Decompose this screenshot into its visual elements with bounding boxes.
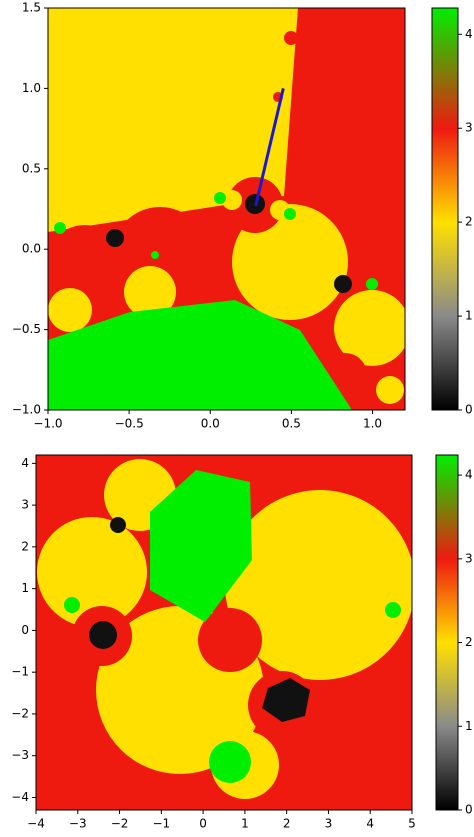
- colorbar-tick-label: 1: [465, 309, 473, 323]
- y-tick-label: 1.0: [22, 81, 41, 95]
- y-tick-label: −2: [11, 706, 29, 720]
- y-tick-label: 1.5: [22, 1, 41, 15]
- fractal-image: [36, 455, 412, 810]
- colorbar-tick-label: 0: [465, 803, 473, 817]
- x-tick-label: 0: [199, 817, 207, 831]
- x-tick-label: 1.0: [363, 417, 382, 431]
- x-tick-label: 0.5: [282, 417, 301, 431]
- y-tick-label: 3: [21, 498, 29, 512]
- x-tick-label: −3: [69, 817, 87, 831]
- colorbar-tick-label: 1: [465, 719, 473, 733]
- colorbar-tick-label: 3: [465, 551, 473, 565]
- colorbar-tick-label: 4: [465, 468, 473, 482]
- x-tick-label: −1: [152, 817, 170, 831]
- x-tick-label: −0.5: [115, 417, 144, 431]
- y-tick-label: 0.5: [22, 161, 41, 175]
- colorbar-tick-label: 4: [465, 27, 473, 41]
- overlay-line: [254, 88, 285, 207]
- x-tick-label: 2: [283, 817, 291, 831]
- y-tick-label: −4: [11, 790, 29, 804]
- colorbar: [431, 7, 459, 411]
- colorbar: [435, 454, 459, 811]
- x-tick-label: −4: [27, 817, 45, 831]
- colorbar-tick-label: 2: [465, 215, 473, 229]
- y-tick-label: 0: [21, 623, 29, 637]
- y-tick-label: −3: [11, 748, 29, 762]
- y-tick-label: −0.5: [12, 322, 41, 336]
- colorbar-tick-label: 0: [465, 403, 473, 417]
- y-tick-label: −1: [11, 665, 29, 679]
- y-tick-label: −1.0: [12, 403, 41, 417]
- x-tick-label: 0.0: [201, 417, 220, 431]
- x-tick-label: −2: [111, 817, 129, 831]
- y-tick-label: 0.0: [22, 242, 41, 256]
- y-tick-label: 2: [21, 539, 29, 553]
- x-tick-label: −1.0: [33, 417, 62, 431]
- colorbar-tick-label: 2: [465, 635, 473, 649]
- colorbar-tick-label: 3: [465, 121, 473, 135]
- x-tick-label: 5: [408, 817, 416, 831]
- plot-frame: [35, 454, 413, 811]
- x-tick-label: 3: [325, 817, 333, 831]
- x-tick-label: 1: [241, 817, 249, 831]
- x-tick-label: 4: [366, 817, 374, 831]
- y-tick-label: 4: [21, 456, 29, 470]
- y-tick-label: 1: [21, 581, 29, 595]
- fractal-image: [48, 8, 405, 410]
- plot-frame: [47, 7, 406, 411]
